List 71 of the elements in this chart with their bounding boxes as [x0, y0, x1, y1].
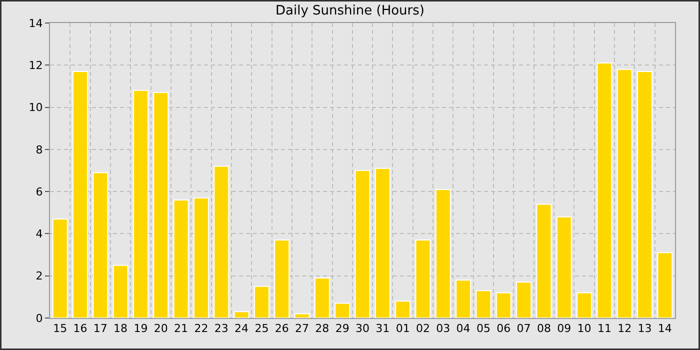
- bar: [314, 277, 330, 318]
- bar: [536, 204, 552, 318]
- x-tick-label: 30: [356, 322, 370, 336]
- x-tick-label: 28: [315, 322, 330, 336]
- x-tick-label: 11: [597, 322, 612, 336]
- y-tick-label: 0: [36, 312, 43, 325]
- bar: [374, 168, 390, 318]
- x-tick-label: 20: [154, 322, 168, 336]
- bar: [214, 166, 230, 318]
- bar: [616, 68, 632, 318]
- x-tick-label: 10: [577, 322, 592, 336]
- bar: [657, 252, 673, 318]
- bar: [132, 90, 148, 318]
- x-tick-label: 07: [516, 322, 531, 336]
- bar: [112, 264, 128, 318]
- x-tick-label: 13: [638, 322, 652, 336]
- y-tick-label: 6: [36, 185, 43, 198]
- bar: [193, 197, 209, 318]
- x-tick-label: 24: [234, 322, 249, 336]
- x-tick-label: 31: [376, 322, 390, 336]
- bar: [254, 286, 270, 318]
- x-tick-label: 03: [436, 322, 450, 336]
- y-tick-label: 2: [36, 270, 43, 283]
- x-tick-label: 23: [214, 322, 228, 336]
- x-tick-label: 17: [93, 322, 108, 336]
- x-tick-label: 15: [53, 322, 68, 336]
- bar: [415, 240, 431, 318]
- bar: [456, 280, 472, 318]
- bar: [516, 282, 532, 318]
- x-tick-label: 01: [396, 322, 410, 336]
- bar: [92, 172, 108, 318]
- x-tick-label: 22: [194, 322, 208, 336]
- chart-title: Daily Sunshine (Hours): [276, 3, 424, 18]
- x-tick-label: 27: [295, 322, 310, 336]
- x-tick-label: 16: [73, 322, 88, 336]
- bar: [334, 302, 350, 318]
- x-tick-label: 21: [174, 322, 188, 336]
- x-tick-label: 29: [335, 322, 350, 336]
- bar: [234, 311, 250, 318]
- bar: [274, 240, 290, 318]
- bar: [496, 292, 512, 318]
- y-tick-label: 14: [28, 16, 43, 30]
- bar: [637, 70, 653, 318]
- x-tick-label: 19: [134, 322, 148, 336]
- bar: [576, 292, 592, 318]
- bar: [173, 200, 189, 318]
- bar: [395, 300, 411, 318]
- x-tick-label: 25: [254, 322, 269, 336]
- bar: [476, 290, 492, 318]
- bar: [596, 62, 612, 318]
- bar: [153, 92, 169, 318]
- x-tick-label: 04: [456, 322, 470, 336]
- x-tick-label: 06: [496, 322, 511, 336]
- x-tick-label: 18: [114, 322, 128, 336]
- y-tick-label: 4: [36, 228, 43, 241]
- x-tick-label: 08: [536, 322, 551, 336]
- x-tick-label: 14: [658, 322, 672, 336]
- y-tick-label: 8: [36, 143, 43, 156]
- x-tick-label: 02: [416, 322, 430, 336]
- x-tick-label: 05: [476, 322, 490, 336]
- bar: [72, 70, 88, 318]
- bar: [294, 313, 310, 318]
- bar: [52, 218, 68, 318]
- y-tick-label: 10: [28, 101, 43, 114]
- bar: [435, 188, 451, 318]
- x-tick-label: 09: [557, 322, 572, 336]
- bar: [556, 216, 572, 318]
- x-tick-label: 26: [274, 322, 289, 336]
- bar: [354, 170, 370, 318]
- y-tick-label: 12: [28, 58, 43, 72]
- x-tick-label: 12: [618, 322, 632, 336]
